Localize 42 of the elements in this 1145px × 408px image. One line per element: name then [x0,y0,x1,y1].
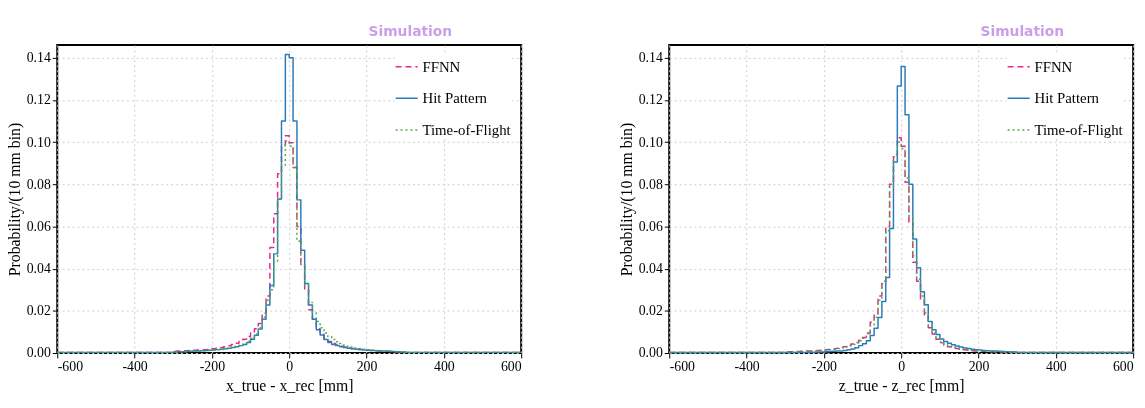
y-tick-label: 0.04 [26,261,51,277]
y-tick-label: 0.10 [26,134,51,150]
x-axis-title: z_true - z_rec [mm] [838,377,965,395]
y-tick-label: 0.08 [26,176,51,192]
y-tick-label: 0.06 [638,218,663,234]
x-tick-label: 200 [968,359,990,375]
legend-label: FFNN [1034,58,1073,75]
x-tick-label: -400 [122,359,148,375]
y-tick-label: 0.10 [638,134,663,150]
y-tick-label: 0.00 [638,345,663,361]
x-axis-title: x_true - x_rec [mm] [225,377,354,395]
x-tick-label: 600 [1112,359,1134,375]
x-tick-label: 400 [1045,359,1067,375]
text: Simulation [980,23,1065,40]
legend-label: FFNN [422,58,461,75]
legend-label: Time-of-Flight [422,121,512,138]
x-tick-label: 400 [433,359,455,375]
legend-label: Hit Pattern [422,90,488,107]
x-tick-label: 200 [356,359,378,375]
y-tick-label: 0.02 [26,303,51,319]
y-tick-label: 0.00 [26,345,51,361]
x-tick-label: -400 [734,359,760,375]
y-tick-label: 0.14 [26,50,51,66]
y-tick-label: 0.04 [638,261,663,277]
y-tick-label: 0.06 [26,218,51,234]
x-tick-label: 0 [898,359,906,375]
y-tick-label: 0.14 [638,50,663,66]
text: Simulation [368,23,453,40]
legend-label: Time-of-Flight [1034,121,1124,138]
x-tick-label: -200 [199,359,226,375]
y-tick-label: 0.12 [26,92,51,108]
y-tick-label: 0.12 [638,92,663,108]
y-axis-title: Probability/(10 mm bin) [617,122,636,277]
y-axis-title: Probability/(10 mm bin) [5,122,24,277]
y-tick-label: 0.08 [638,176,663,192]
x-tick-label: -200 [811,359,838,375]
x-tick-label: -600 [669,359,696,375]
legend-label: Hit Pattern [1034,90,1100,107]
x-tick-label: 600 [500,359,522,375]
x-tick-label: 0 [286,359,294,375]
y-tick-label: 0.02 [638,303,663,319]
x-tick-label: -600 [57,359,84,375]
